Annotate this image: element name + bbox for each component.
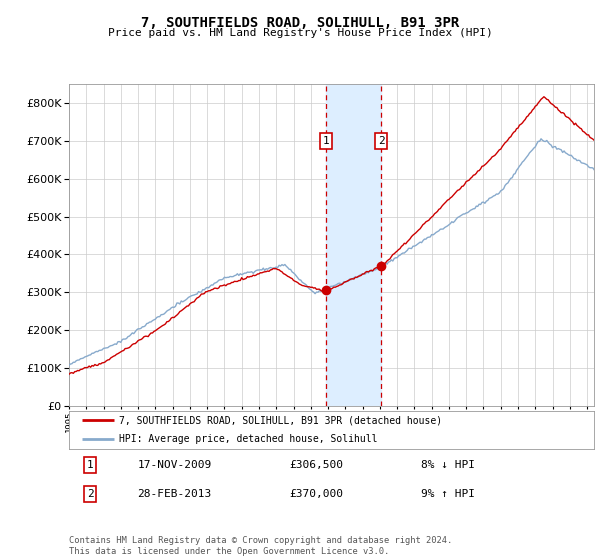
Text: 2: 2 (378, 136, 385, 146)
Bar (326, 84, 381, 406)
Text: 7, SOUTHFIELDS ROAD, SOLIHULL, B91 3PR: 7, SOUTHFIELDS ROAD, SOLIHULL, B91 3PR (141, 16, 459, 30)
Text: 1: 1 (323, 136, 329, 146)
Text: 28-FEB-2013: 28-FEB-2013 (137, 489, 212, 499)
Text: 9% ↑ HPI: 9% ↑ HPI (421, 489, 475, 499)
Text: HPI: Average price, detached house, Solihull: HPI: Average price, detached house, Soli… (119, 434, 377, 444)
Text: £306,500: £306,500 (290, 460, 343, 470)
Text: 2: 2 (86, 489, 94, 499)
Text: 17-NOV-2009: 17-NOV-2009 (137, 460, 212, 470)
Text: 1: 1 (86, 460, 94, 470)
Text: 7, SOUTHFIELDS ROAD, SOLIHULL, B91 3PR (detached house): 7, SOUTHFIELDS ROAD, SOLIHULL, B91 3PR (… (119, 415, 442, 425)
Text: 8% ↓ HPI: 8% ↓ HPI (421, 460, 475, 470)
Text: £370,000: £370,000 (290, 489, 343, 499)
Text: Contains HM Land Registry data © Crown copyright and database right 2024.
This d: Contains HM Land Registry data © Crown c… (69, 536, 452, 556)
Text: Price paid vs. HM Land Registry's House Price Index (HPI): Price paid vs. HM Land Registry's House … (107, 28, 493, 38)
